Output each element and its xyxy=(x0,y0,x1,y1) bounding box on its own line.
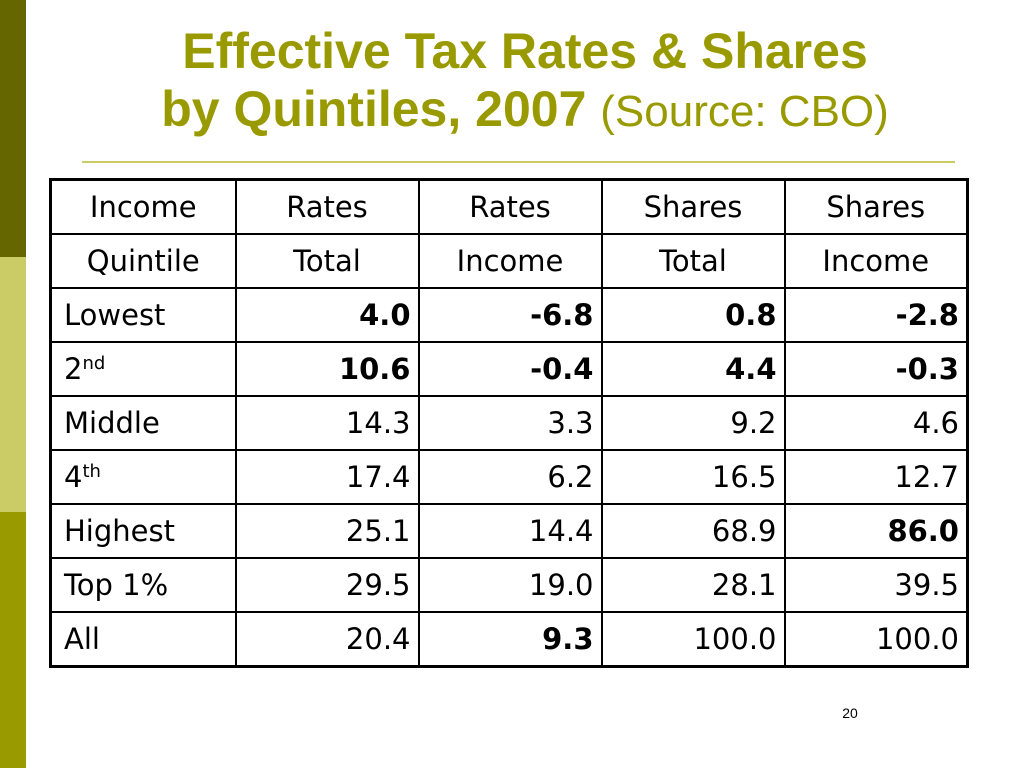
quintile-label-text: Lowest xyxy=(64,298,166,332)
value-cell: 20.4 xyxy=(234,611,420,668)
title-main: by Quintiles, 2007 xyxy=(161,81,587,137)
value-cell: 4.4 xyxy=(600,341,786,397)
table-row: 4th 17.4 6.2 16.5 12.7 xyxy=(49,449,969,505)
quintile-label-suffix: nd xyxy=(82,353,106,374)
value-cell: -0.3 xyxy=(783,341,969,397)
value-cell: 12.7 xyxy=(783,449,969,505)
header-cell: Income xyxy=(417,233,603,289)
quintile-label-text: 4 xyxy=(64,460,83,494)
value-cell: 100.0 xyxy=(783,611,969,668)
header-cell: Income xyxy=(49,178,237,235)
quintile-label: Highest xyxy=(49,503,237,559)
header-cell: Quintile xyxy=(49,233,237,289)
quintile-label-suffix: th xyxy=(82,461,101,482)
header-row-2: Quintile Total Income Total Income xyxy=(49,233,969,289)
value-cell: 16.5 xyxy=(600,449,786,505)
value-cell: 100.0 xyxy=(600,611,786,668)
quintile-label: Lowest xyxy=(49,287,237,343)
value-cell: 14.4 xyxy=(417,503,603,559)
header-cell: Total xyxy=(600,233,786,289)
quintile-label-text: Highest xyxy=(64,514,175,548)
value-cell: 19.0 xyxy=(417,557,603,613)
quintile-label: 2nd xyxy=(49,341,237,397)
quintile-label-text: All xyxy=(64,622,100,656)
tax-table: Income Rates Rates Shares Shares Quintil… xyxy=(49,178,969,668)
value-cell: 6.2 xyxy=(417,449,603,505)
value-cell: 25.1 xyxy=(234,503,420,559)
value-cell: 3.3 xyxy=(417,395,603,451)
title-line-1: Effective Tax Rates & Shares xyxy=(182,23,868,79)
table-row: Top 1% 29.5 19.0 28.1 39.5 xyxy=(49,557,969,613)
title-divider xyxy=(82,161,955,163)
value-cell: -6.8 xyxy=(417,287,603,343)
value-cell: 9.3 xyxy=(417,611,603,668)
side-bar-dark xyxy=(0,0,26,257)
value-cell: 39.5 xyxy=(783,557,969,613)
side-bar-light xyxy=(0,257,26,512)
value-cell: 0.8 xyxy=(600,287,786,343)
value-cell: -0.4 xyxy=(417,341,603,397)
table-row: Highest 25.1 14.4 68.9 86.0 xyxy=(49,503,969,559)
header-cell: Shares xyxy=(600,178,786,235)
table-row: 2nd 10.6 -0.4 4.4 -0.3 xyxy=(49,341,969,397)
value-cell: 9.2 xyxy=(600,395,786,451)
quintile-label-text: Middle xyxy=(64,406,160,440)
title-line-2: by Quintiles, 2007 (Source: CBO) xyxy=(26,80,1024,141)
slide-title: Effective Tax Rates & Shares by Quintile… xyxy=(26,22,1024,141)
value-cell: 4.0 xyxy=(234,287,420,343)
value-cell: 17.4 xyxy=(234,449,420,505)
value-cell: 68.9 xyxy=(600,503,786,559)
value-cell: 28.1 xyxy=(600,557,786,613)
value-cell: 10.6 xyxy=(234,341,420,397)
page-number: 20 xyxy=(842,705,858,721)
quintile-label: All xyxy=(49,611,237,668)
side-bar-mid xyxy=(0,512,26,768)
value-cell: -2.8 xyxy=(783,287,969,343)
value-cell: 29.5 xyxy=(234,557,420,613)
header-row-1: Income Rates Rates Shares Shares xyxy=(49,178,969,235)
table-row: Lowest 4.0 -6.8 0.8 -2.8 xyxy=(49,287,969,343)
value-cell: 14.3 xyxy=(234,395,420,451)
header-cell: Rates xyxy=(234,178,420,235)
quintile-label-text: Top 1% xyxy=(64,568,169,602)
quintile-label: 4th xyxy=(49,449,237,505)
header-cell: Rates xyxy=(417,178,603,235)
header-cell: Total xyxy=(234,233,420,289)
quintile-label-text: 2 xyxy=(64,352,83,386)
header-cell: Income xyxy=(783,233,969,289)
table-row: Middle 14.3 3.3 9.2 4.6 xyxy=(49,395,969,451)
value-cell: 4.6 xyxy=(783,395,969,451)
table-row: All 20.4 9.3 100.0 100.0 xyxy=(49,611,969,668)
quintile-label: Middle xyxy=(49,395,237,451)
quintile-label: Top 1% xyxy=(49,557,237,613)
value-cell: 86.0 xyxy=(783,503,969,559)
title-source: (Source: CBO) xyxy=(600,87,889,136)
header-cell: Shares xyxy=(783,178,969,235)
table-body: Lowest 4.0 -6.8 0.8 -2.8 2nd 10.6 -0.4 4.4 -0.3 Mi… xyxy=(49,287,969,668)
